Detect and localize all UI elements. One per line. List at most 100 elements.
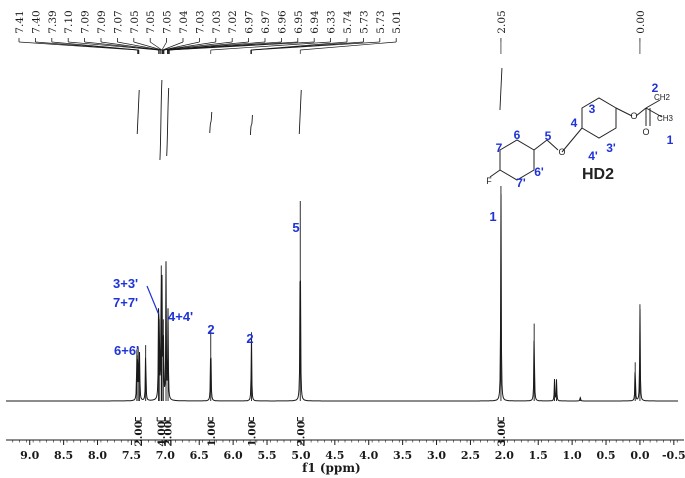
integral-curve — [159, 79, 163, 161]
integral-curve — [166, 87, 170, 157]
structure-atom-label: 6' — [534, 165, 544, 179]
peak-list-connector — [161, 41, 167, 51]
x-tick-label: 6.0 — [224, 449, 243, 462]
integral-value: 2.00 — [163, 421, 175, 447]
peak-list-connector — [100, 41, 160, 51]
structure-atom-label: 4 — [571, 116, 578, 130]
integral-value: 3.00 — [496, 421, 508, 447]
structure-atom-label: 7' — [516, 176, 526, 190]
assignment-leader — [146, 285, 160, 315]
peak-list-connector — [68, 41, 159, 51]
x-tick-label: 5.5 — [257, 449, 276, 462]
x-tick-label: 5.0 — [291, 449, 310, 462]
integral-curve — [136, 89, 140, 135]
peak-list-label: 7.05 — [145, 10, 157, 33]
structure-element-label: F — [486, 176, 492, 186]
peak-list-label: 6.94 — [309, 10, 321, 34]
structure-atom-label: 6 — [514, 128, 521, 142]
integral-value: 1.00 — [246, 421, 258, 447]
x-tick-label: 4.5 — [325, 449, 344, 462]
peak-list-label: 7.10 — [63, 10, 75, 33]
peak-list-label: 6.97 — [260, 10, 272, 33]
peak-list-label: 6.33 — [326, 10, 338, 33]
peak-list-label: 7.03 — [211, 10, 223, 33]
integral-regions: 2.00 4.002.00 1.00 1.00 2.00 3.00 — [133, 67, 508, 447]
peak-list-single-label: 2.05 — [496, 10, 508, 33]
x-tick-label: 0.0 — [630, 449, 649, 462]
molecule-structure — [489, 97, 663, 181]
integral-curve — [298, 89, 302, 135]
x-tick-label: 4.0 — [359, 449, 378, 462]
structure-element-label: CH2 — [654, 93, 671, 102]
x-tick-label: 3.0 — [427, 449, 446, 462]
peak-list-label: 7.07 — [112, 10, 124, 33]
structure-element-label: O — [558, 147, 565, 157]
integral-curve — [209, 111, 213, 134]
peak-assignment-label: 5 — [292, 220, 299, 235]
peak-list-connector — [51, 41, 139, 51]
peak-list-connector — [210, 41, 331, 51]
peak-list-label: 5.74 — [342, 10, 354, 34]
x-tick-label: 8.0 — [88, 449, 107, 462]
peak-assignment-label: 1 — [489, 209, 496, 224]
peak-assignment-label: 2 — [207, 322, 214, 337]
x-tick-label: 8.5 — [54, 449, 73, 462]
x-tick-label: 6.5 — [190, 449, 209, 462]
peak-list-label: 7.39 — [47, 10, 59, 33]
peak-assignment-label: 2 — [246, 331, 253, 346]
peak-list-connector — [133, 41, 163, 51]
peak-assignment-label: 6+6' — [114, 343, 139, 358]
peak-assignment-labels: 6+6' 3+3' 7+7' 4+4' 2 2 5 1 — [113, 209, 497, 358]
structure-atom-label: 2 — [652, 81, 659, 95]
spectrum-trace — [6, 193, 678, 402]
x-tick-label: 0.5 — [596, 449, 615, 462]
x-tick-label: 3.5 — [393, 449, 412, 462]
peak-assignment-label: 3+3' — [113, 276, 138, 291]
x-tick-label: 1.0 — [563, 449, 582, 462]
peak-list-label: 5.01 — [391, 10, 403, 33]
spectrum-trace-layer — [6, 186, 678, 402]
peak-list-label: 7.40 — [30, 10, 42, 33]
structure-element-label: O — [642, 127, 649, 137]
peak-list-label: 6.97 — [244, 10, 256, 33]
structure-element-label: CH3 — [657, 114, 674, 123]
x-tick-label: 9.0 — [20, 449, 39, 462]
peak-list-connector — [300, 41, 397, 51]
peak-list-label: 7.05 — [162, 10, 174, 33]
peak-list-label: 7.03 — [194, 10, 206, 33]
peak-list-ref-label: 0.00 — [635, 10, 647, 33]
peak-list-labels: 7.41 7.40 7.39 7.10 7.09 7.09 7.07 7.05 7.05 7.05… — [14, 10, 647, 54]
peak-list-connector — [163, 41, 216, 51]
x-tick-label: 1.5 — [529, 449, 548, 462]
peak-list-label: 7.04 — [178, 10, 190, 34]
peak-list-connector — [84, 41, 160, 51]
x-tick-label: 7.0 — [156, 449, 175, 462]
x-axis-label: f1 (ppm) — [302, 461, 361, 475]
peak-list-label: 5.73 — [358, 10, 370, 33]
structure-atom-label: 1 — [667, 133, 674, 147]
peak-list-label: 7.41 — [14, 10, 26, 33]
structure-atom-label: 5 — [545, 129, 552, 143]
peak-assignment-label: 4+4' — [168, 309, 193, 324]
peak-assignment-label: 7+7' — [113, 295, 138, 310]
structure-atom-label: 7 — [496, 141, 503, 155]
structure-atom-label: 3' — [606, 141, 616, 155]
integral-curve — [499, 67, 503, 111]
x-axis: 9.0 8.5 8.0 7.5 7.0 6.5 6.0 5.5 5.0 4.5 4.0 3.5 3.0 2… — [6, 439, 685, 475]
integral-value: 1.00 — [206, 421, 218, 447]
peak-list-label: 7.05 — [129, 10, 141, 33]
x-tick-label: 2.0 — [495, 449, 514, 462]
peak-list-label: 6.95 — [293, 10, 305, 33]
peak-list-label: 7.09 — [80, 10, 92, 33]
x-tick-label: 7.5 — [122, 449, 141, 462]
structure-atom-label: 4' — [588, 149, 598, 163]
compound-label: HD2 — [582, 166, 614, 183]
peak-list-label: 7.09 — [96, 10, 108, 33]
structure-element-label: O — [630, 111, 637, 121]
peak-list-connector — [163, 41, 200, 51]
peak-list-label: 5.73 — [375, 10, 387, 33]
structure-atom-label: 3 — [589, 102, 596, 116]
peak-list-connector — [162, 41, 184, 51]
